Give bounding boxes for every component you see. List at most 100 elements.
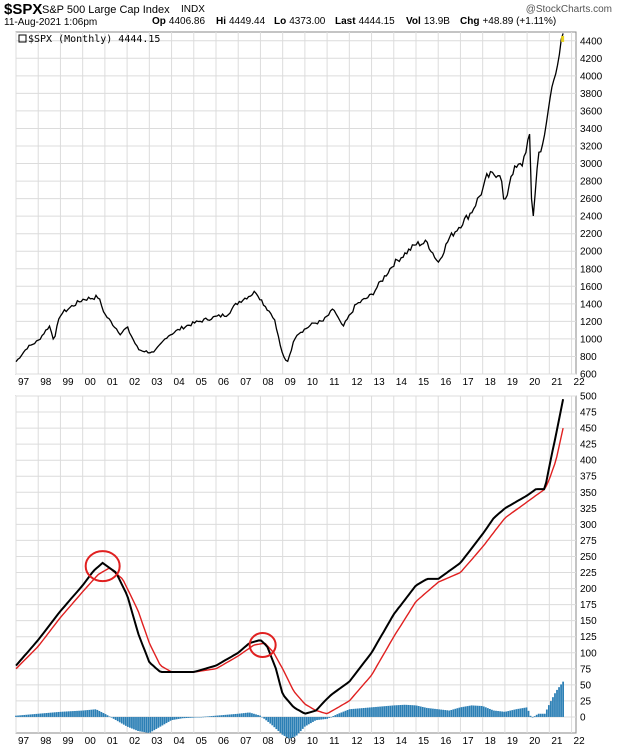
histogram-bar: [401, 704, 404, 717]
histogram-bar: [275, 716, 278, 730]
histogram-bar: [310, 716, 312, 724]
histogram-bar: [173, 716, 176, 720]
price-x-tick-label: 19: [507, 377, 519, 388]
histogram-bar: [421, 706, 424, 717]
price-y-tick-label: 3000: [580, 159, 603, 170]
price-line: [15, 33, 564, 363]
indicator-x-tick-label: 10: [307, 736, 319, 747]
price-x-tick-label: 01: [107, 377, 119, 388]
histogram-bar: [76, 710, 78, 717]
indicator-x-tick-label: 20: [529, 736, 541, 747]
histogram-bar: [318, 716, 320, 720]
histogram-bar: [482, 706, 485, 717]
histogram-bar: [560, 684, 562, 717]
histogram-bar: [541, 713, 544, 717]
histogram-bar: [179, 716, 182, 719]
histogram-bar: [23, 714, 26, 717]
histogram-bar: [474, 705, 477, 717]
histogram-bar: [535, 714, 538, 717]
histogram-bar: [47, 712, 50, 717]
histogram-bar: [39, 713, 42, 717]
price-y-tick-label: 1800: [580, 264, 603, 275]
histogram-bar: [65, 711, 68, 717]
histogram-bar: [67, 711, 70, 717]
histogram-bar: [126, 716, 129, 727]
histogram-bar: [320, 716, 322, 720]
histogram-bar: [167, 716, 170, 722]
histogram-bar: [395, 705, 398, 717]
histogram-bar: [110, 716, 113, 718]
histogram-bar: [517, 708, 520, 717]
histogram-bar: [185, 716, 188, 718]
price-y-tick-label: 600: [580, 370, 597, 381]
price-y-tick-label: 1400: [580, 299, 603, 310]
histogram-bar: [330, 716, 333, 718]
histogram-bar: [263, 716, 266, 719]
price-x-tick-label: 17: [462, 377, 474, 388]
histogram-bar: [72, 711, 74, 717]
histogram-bar: [322, 716, 324, 720]
indicator-y-tick-label: 400: [580, 456, 597, 467]
price-x-tick-label: 06: [218, 377, 230, 388]
histogram-bar: [446, 710, 449, 717]
price-x-tick-label: 08: [262, 377, 274, 388]
histogram-bar: [383, 706, 386, 717]
histogram-bar: [194, 716, 196, 718]
indicator-x-tick-label: 03: [151, 736, 163, 747]
price-x-tick-label: 98: [40, 377, 52, 388]
histogram-bar: [137, 716, 139, 731]
histogram-bar: [249, 712, 251, 717]
indicator-y-tick-label: 450: [580, 424, 597, 435]
histogram-bar: [232, 714, 235, 717]
symbol-title: $SPX: [4, 1, 43, 18]
histogram-bar: [440, 709, 442, 717]
histogram-bar: [523, 707, 526, 717]
histogram-bar: [70, 711, 72, 717]
histogram-bar: [554, 693, 556, 717]
indicator-y-tick-label: 475: [580, 408, 597, 419]
histogram-bar: [334, 715, 337, 717]
highlight-circle: [84, 550, 121, 583]
histogram-bar: [43, 713, 46, 717]
exchange-label: INDX: [181, 4, 205, 15]
histogram-bar: [430, 708, 432, 717]
histogram-bar: [59, 711, 62, 717]
price-y-tick-label: 2000: [580, 247, 603, 258]
quote-last: Last 4444.15: [335, 16, 395, 27]
indicator-y-tick-label: 200: [580, 584, 597, 595]
histogram-bar: [316, 716, 318, 721]
histogram-bar: [470, 705, 473, 717]
histogram-bar: [53, 712, 56, 717]
histogram-bar: [169, 716, 172, 721]
price-x-tick-label: 13: [374, 377, 386, 388]
histogram-bar: [122, 716, 125, 725]
histogram-bar: [344, 710, 347, 717]
histogram-bar: [181, 716, 184, 719]
histogram-bar: [139, 716, 141, 732]
stockcharts-logo[interactable]: @StockCharts.com: [525, 4, 612, 15]
histogram-bar: [480, 705, 483, 717]
price-x-tick-label: 00: [85, 377, 97, 388]
histogram-bar: [220, 715, 223, 717]
histogram-bar: [153, 716, 156, 731]
histogram-bar: [531, 716, 534, 718]
histogram-bar: [192, 716, 194, 718]
quote-open: Op 4406.86: [152, 16, 206, 27]
histogram-bar: [106, 715, 109, 717]
indicator-y-tick-label: 125: [580, 632, 597, 643]
histogram-bar: [283, 716, 286, 736]
price-x-tick-label: 03: [151, 377, 163, 388]
histogram-bar: [450, 709, 453, 717]
histogram-bar: [78, 710, 80, 717]
histogram-bar: [509, 710, 512, 717]
histogram-bar: [507, 711, 510, 717]
histogram-bar: [454, 708, 457, 717]
price-y-tick-label: 2800: [580, 177, 603, 188]
histogram-bar: [336, 714, 339, 717]
histogram-bar: [33, 714, 36, 717]
histogram-bar: [427, 708, 430, 717]
indicator-x-tick-label: 97: [18, 736, 30, 747]
histogram-bar: [267, 716, 270, 722]
histogram-bar: [393, 705, 396, 717]
